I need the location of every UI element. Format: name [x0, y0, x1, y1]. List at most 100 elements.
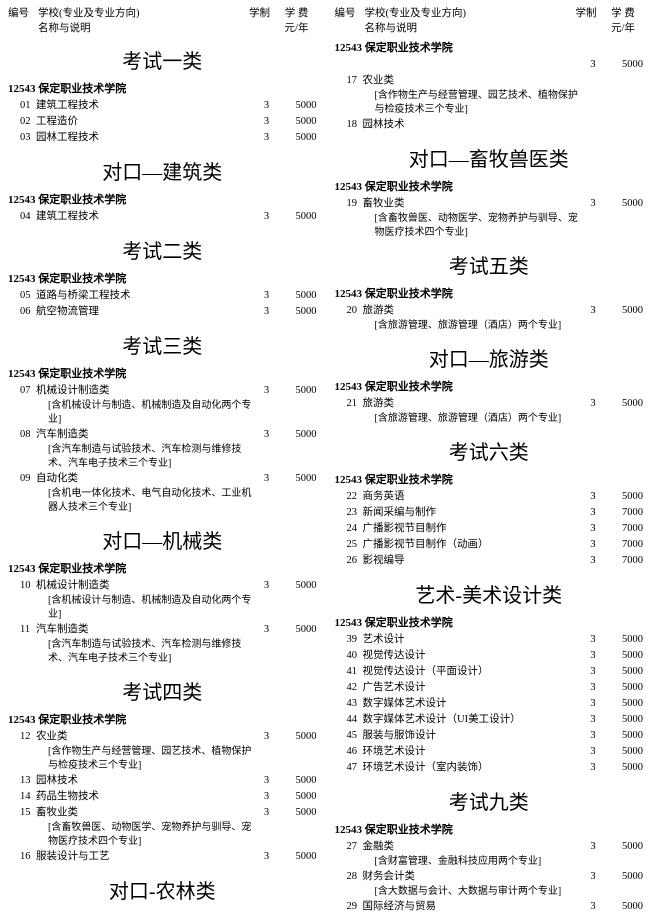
- major-row: 06航空物流管理35000: [8, 304, 317, 320]
- major-code: 14: [8, 789, 36, 805]
- major-code: 19: [335, 196, 363, 212]
- school-row: 12543 保定职业技术学院: [8, 80, 317, 96]
- school-row: 12543 保定职业技术学院: [8, 270, 317, 286]
- major-name: 艺术设计: [363, 632, 580, 648]
- major-code: 44: [335, 712, 363, 728]
- major-dura: 3: [579, 537, 607, 553]
- major-code: 17: [335, 73, 363, 89]
- major-dura: 3: [579, 396, 607, 412]
- major-dura: 3: [253, 849, 281, 865]
- major-dura: 3: [253, 98, 281, 114]
- major-name: 园林技术: [363, 117, 580, 133]
- major-row: 16服装设计与工艺35000: [8, 849, 317, 865]
- major-name: 广播影视节目制作: [363, 521, 580, 537]
- major-name: 园林工程技术: [36, 130, 253, 146]
- major-row: 01建筑工程技术35000: [8, 98, 317, 114]
- major-name: 药品生物技术: [36, 789, 253, 805]
- major-row: 43数字媒体艺术设计35000: [335, 696, 644, 712]
- major-dura: 3: [579, 696, 607, 712]
- major-row: 04建筑工程技术35000: [8, 209, 317, 225]
- category-title: 考试三类: [8, 330, 317, 359]
- major-name: 道路与桥梁工程技术: [36, 288, 253, 304]
- category-title: 对口-农林类: [8, 875, 317, 904]
- major-code: 12: [8, 729, 36, 745]
- major-name: 国际经济与贸易: [363, 899, 580, 915]
- major-code: 08: [8, 427, 36, 443]
- major-name: 环境艺术设计（室内装饰）: [363, 760, 580, 776]
- major-code: 29: [335, 899, 363, 915]
- header-dura: 学制: [243, 5, 277, 35]
- header-fee: 学 费 元/年: [603, 5, 643, 35]
- category-title: 考试九类: [335, 786, 644, 815]
- major-fee: 5000: [281, 805, 317, 821]
- major-fee: 7000: [607, 521, 643, 537]
- major-name: 园林技术: [36, 773, 253, 789]
- major-code: 18: [335, 117, 363, 133]
- major-fee: 5000: [607, 696, 643, 712]
- major-dura: 3: [579, 728, 607, 744]
- major-row: 22商务英语35000: [335, 489, 644, 505]
- major-fee: 5000: [607, 664, 643, 680]
- major-name: 农业类: [363, 73, 580, 89]
- major-dura: 3: [253, 209, 281, 225]
- major-code: 43: [335, 696, 363, 712]
- major-dura: 3: [253, 578, 281, 594]
- major-dura: 3: [579, 521, 607, 537]
- major-name: 新闻采编与制作: [363, 505, 580, 521]
- category-title: 考试二类: [8, 235, 317, 264]
- major-row: 45服装与服饰设计35000: [335, 728, 644, 744]
- major-name: 财务会计类: [363, 869, 580, 885]
- school-row: 12543 保定职业技术学院: [335, 378, 644, 394]
- header-school: 学校(专业及专业方向) 名称与说明: [38, 5, 243, 35]
- major-dura: 3: [579, 553, 607, 569]
- school-row: 12543 保定职业技术学院: [8, 191, 317, 207]
- major-dura: 3: [253, 304, 281, 320]
- major-fee: 5000: [607, 303, 643, 319]
- major-note: [含汽车制造与试验技术、汽车检测与维修技术、汽车电子技术三个专业]: [8, 443, 317, 471]
- major-row: 12农业类35000: [8, 729, 317, 745]
- major-note: [含作物生产与经营管理、园艺技术、植物保护与检疫技术三个专业]: [335, 89, 644, 117]
- major-code: 16: [8, 849, 36, 865]
- major-fee: 5000: [281, 209, 317, 225]
- right-content: 12543 保定职业技术学院3500017农业类[含作物生产与经营管理、园艺技术…: [335, 39, 644, 915]
- major-dura: 3: [253, 471, 281, 487]
- major-row: 18园林技术: [335, 117, 644, 133]
- header-dura: 学制: [569, 5, 603, 35]
- major-fee: 5000: [281, 622, 317, 638]
- major-name: 旅游类: [363, 396, 580, 412]
- major-name: 商务英语: [363, 489, 580, 505]
- major-row: 44数字媒体艺术设计（UI美工设计）35000: [335, 712, 644, 728]
- header-code: 编号: [335, 5, 365, 35]
- major-name: 数字媒体艺术设计: [363, 696, 580, 712]
- major-row: 46环境艺术设计35000: [335, 744, 644, 760]
- major-dura: 3: [253, 773, 281, 789]
- major-code: 10: [8, 578, 36, 594]
- header-code: 编号: [8, 5, 38, 35]
- major-code: 25: [335, 537, 363, 553]
- major-row: 05道路与桥梁工程技术35000: [8, 288, 317, 304]
- category-title: 考试五类: [335, 250, 644, 279]
- school-row: 12543 保定职业技术学院: [335, 285, 644, 301]
- major-code: 09: [8, 471, 36, 487]
- major-fee: 5000: [281, 383, 317, 399]
- major-name: 广播影视节目制作（动画）: [363, 537, 580, 553]
- school-row: 12543 保定职业技术学院: [335, 39, 644, 55]
- major-row: 23新闻采编与制作37000: [335, 505, 644, 521]
- major-dura: 3: [253, 383, 281, 399]
- left-content: 考试一类12543 保定职业技术学院01建筑工程技术3500002工程造价350…: [8, 45, 317, 904]
- major-dura: 3: [579, 899, 607, 915]
- major-note: [含财富管理、金融科技应用两个专业]: [335, 855, 644, 869]
- major-fee: 5000: [607, 728, 643, 744]
- major-dura: 3: [253, 622, 281, 638]
- major-dura: 3: [579, 869, 607, 885]
- major-code: 01: [8, 98, 36, 114]
- major-fee: [607, 117, 643, 133]
- major-fee: 5000: [281, 98, 317, 114]
- major-code: 24: [335, 521, 363, 537]
- major-dura: 3: [253, 805, 281, 821]
- major-code: 41: [335, 664, 363, 680]
- major-fee: [607, 73, 643, 89]
- school-row: 12543 保定职业技术学院: [335, 821, 644, 837]
- major-name: 旅游类: [363, 303, 580, 319]
- major-dura: 3: [579, 505, 607, 521]
